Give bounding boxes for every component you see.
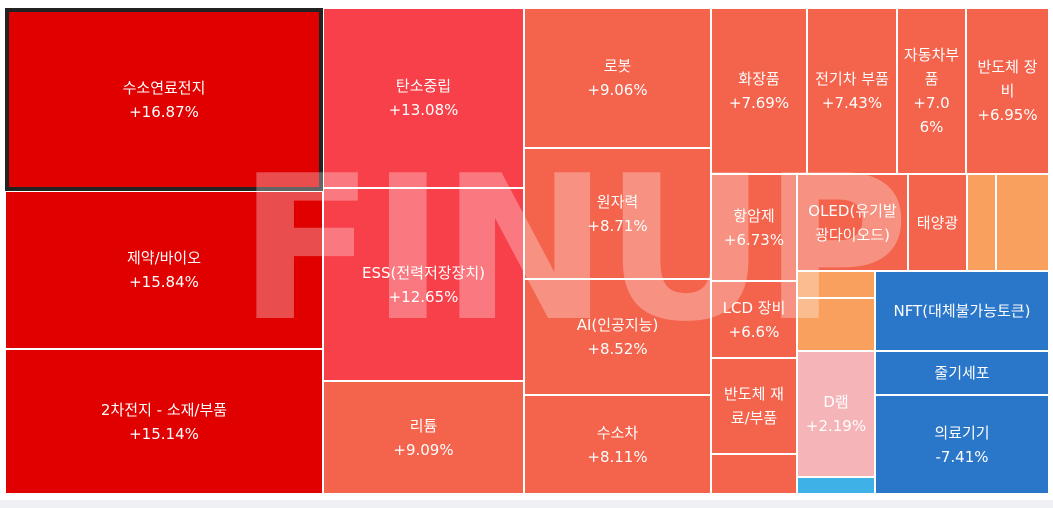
tile-label: 탄소중립: [395, 77, 452, 95]
tile[interactable]: ESS(전력저장장치) +12.65%: [323, 188, 524, 381]
tile[interactable]: NFT(대체불가능토큰): [875, 271, 1049, 351]
tile-label: 원자력: [596, 192, 639, 211]
tile-label: 제약/바이오: [126, 249, 202, 267]
tile-label: 로봇: [603, 57, 632, 75]
tile-label: 반도체 장비: [977, 58, 1038, 100]
tile[interactable]: AI(인공지능) +8.52%: [524, 279, 711, 395]
tile-label: 전기차 부품: [815, 70, 889, 88]
tile-value: +15.84%: [129, 273, 199, 291]
tile-label: 자동차부품: [903, 46, 960, 88]
tile-label: 수소연료전지: [122, 78, 206, 97]
tile-value: +6.6%: [728, 322, 780, 341]
tile[interactable]: 자동차부품 +7.06%: [897, 8, 966, 174]
tile-label: 항암제: [733, 206, 775, 225]
tile-unlabeled: [996, 174, 1049, 271]
tile[interactable]: 항암제 +6.73%: [711, 174, 797, 281]
tile[interactable]: 줄기세포: [875, 351, 1049, 395]
tile-value: +6.95%: [977, 106, 1038, 124]
tile[interactable]: LCD 장비 +6.6%: [711, 281, 797, 358]
footer-strip: [0, 500, 1053, 508]
tile-unlabeled: [797, 477, 875, 494]
tile[interactable]: 전기차 부품 +7.43%: [807, 8, 897, 174]
tile-label: NFT(대체불가능토큰): [893, 302, 1031, 320]
tile-value: +7.43%: [821, 94, 883, 112]
tile[interactable]: OLED(유기발광다이오드): [797, 174, 908, 271]
tile-value: +7.69%: [728, 94, 790, 112]
tile-value: +13.08%: [388, 101, 459, 119]
tile[interactable]: 의료기기 -7.41%: [875, 395, 1049, 494]
tile-value: +6.73%: [723, 230, 785, 249]
tile-label: 반도체 재료/부품: [724, 385, 784, 427]
tile-label: 2차전지 - 소재/부품: [100, 400, 228, 419]
tile-unlabeled: [797, 298, 875, 351]
tile-value: +8.52%: [587, 340, 648, 358]
tile-value: +2.19%: [805, 417, 867, 435]
tile[interactable]: 2차전지 - 소재/부품 +15.14%: [5, 349, 323, 494]
tile-label: LCD 장비: [722, 298, 786, 317]
tile-label: 화장품: [738, 70, 780, 88]
tile-value: +15.14%: [129, 424, 199, 443]
tile[interactable]: 리튬 +9.09%: [323, 381, 524, 494]
tile[interactable]: 반도체 장비 +6.95%: [966, 8, 1049, 174]
tile-unlabeled: [711, 454, 797, 494]
tile[interactable]: 원자력 +8.71%: [524, 148, 711, 279]
tile-value: +7.06%: [913, 94, 950, 136]
tile[interactable]: 로봇 +9.06%: [524, 8, 711, 148]
tile[interactable]: 반도체 재료/부품: [711, 358, 797, 454]
tile[interactable]: 수소연료전지 +16.87%: [5, 8, 323, 191]
tile-value: +9.06%: [587, 81, 648, 99]
tile-label: 수소차: [596, 423, 639, 442]
tile-value: +8.71%: [587, 216, 648, 235]
tile-unlabeled: [967, 174, 996, 271]
tile-unlabeled: [797, 271, 875, 298]
tile-value: +16.87%: [129, 102, 199, 121]
tile-label: 태양광: [916, 213, 959, 232]
tile-label: 의료기기: [934, 423, 990, 442]
tile-value: +12.65%: [388, 287, 459, 306]
tile-label: OLED(유기발광다이오드): [808, 201, 897, 244]
tile[interactable]: 태양광: [908, 174, 967, 271]
tile-label: D램: [823, 393, 849, 411]
tile-label: AI(인공지능): [576, 316, 659, 334]
tile-value: +8.11%: [587, 447, 648, 466]
tile[interactable]: 제약/바이오 +15.84%: [5, 191, 323, 349]
tile[interactable]: 수소차 +8.11%: [524, 395, 711, 494]
tile[interactable]: 탄소중립 +13.08%: [323, 8, 524, 188]
tile[interactable]: 화장품 +7.69%: [711, 8, 807, 174]
tile-value: +9.09%: [393, 440, 454, 459]
tile-label: 리튬: [409, 416, 438, 435]
tile[interactable]: D램 +2.19%: [797, 351, 875, 477]
tile-label: ESS(전력저장장치): [361, 263, 486, 282]
tile-label: 줄기세포: [934, 364, 990, 382]
tile-value: -7.41%: [935, 447, 989, 466]
